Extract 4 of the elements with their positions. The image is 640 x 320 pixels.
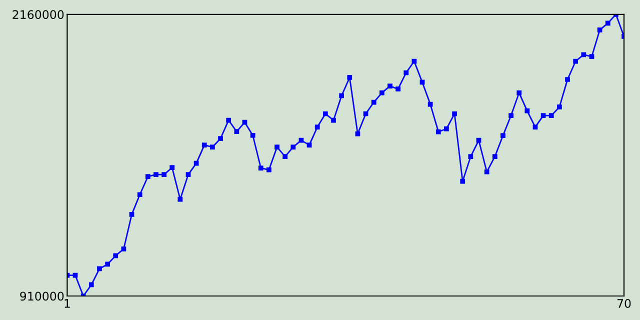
x-tick-label: 70 bbox=[617, 298, 631, 308]
x-tick-label: 1 bbox=[64, 299, 70, 308]
y-tick-label: 2160000 bbox=[12, 10, 64, 20]
y-tick-label: 910000 bbox=[20, 292, 64, 301]
